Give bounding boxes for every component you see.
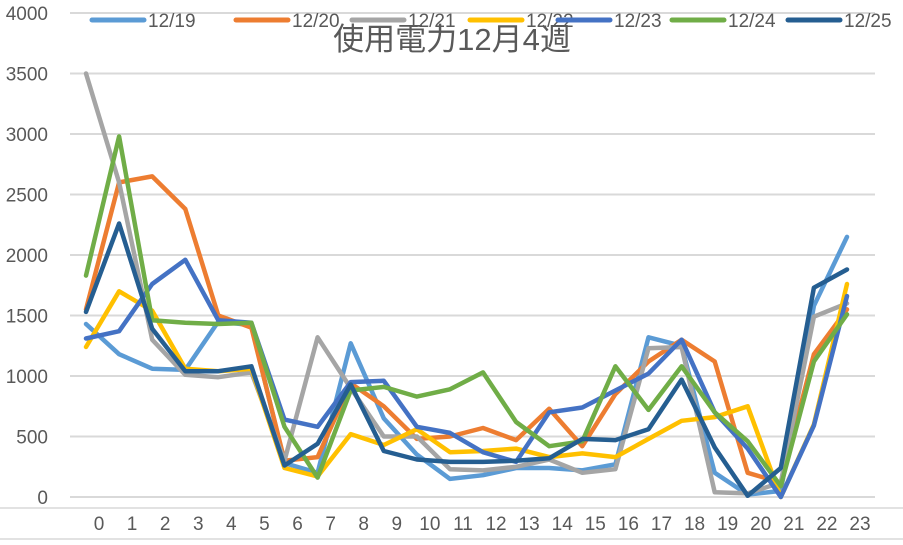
legend-label: 12/23 [614, 11, 662, 32]
x-tick-label: 23 [849, 514, 870, 535]
y-tick-label: 500 [16, 428, 48, 449]
legend-label: 12/20 [292, 11, 340, 32]
legend-item: 12/20 [233, 11, 340, 32]
series-line-12-24 [83, 134, 850, 489]
x-tick-label: 3 [193, 514, 204, 535]
y-tick-label: 3500 [6, 65, 48, 86]
legend: 12/19 12/20 12/21 12/22 12/23 12/24 12/25 [89, 11, 892, 32]
x-tick-label: 16 [618, 514, 639, 535]
legend-label: 12/21 [408, 11, 456, 32]
x-tick-label: 22 [816, 514, 837, 535]
x-tick-label: 5 [259, 514, 270, 535]
legend-item: 12/22 [467, 11, 574, 32]
x-tick-label: 19 [717, 514, 738, 535]
y-tick-label: 3000 [6, 125, 48, 146]
legend-label: 12/22 [526, 11, 574, 32]
x-tick-label: 1 [127, 514, 138, 535]
x-tick-label: 4 [226, 514, 237, 535]
chart-title: 使用電力12月4週 [333, 22, 571, 57]
legend-item: 12/25 [785, 11, 892, 32]
legend-item: 12/24 [669, 11, 776, 32]
x-axis: 0 1 2 3 4 5 6 7 8 9 10 11 12 13 14 15 16 17 18 19 20 21 22 23 [94, 514, 871, 535]
x-tick-label: 11 [453, 514, 473, 535]
legend-label: 12/24 [728, 11, 776, 32]
x-tick-label: 12 [485, 514, 506, 535]
x-tick-label: 20 [750, 514, 771, 535]
series-line-12-25 [83, 221, 850, 499]
x-tick-label: 13 [519, 514, 540, 535]
y-tick-label: 0 [37, 488, 48, 509]
y-tick-label: 2000 [6, 246, 48, 267]
x-tick-label: 6 [292, 514, 303, 535]
legend-item: 12/19 [89, 11, 196, 32]
y-tick-label: 1000 [6, 367, 48, 388]
x-tick-label: 15 [585, 514, 606, 535]
legend-item: 12/21 [349, 11, 456, 32]
x-tick-label: 0 [94, 514, 105, 535]
y-axis: 0 500 1000 1500 2000 2500 3000 3500 4000 [6, 4, 48, 509]
x-tick-label: 10 [419, 514, 440, 535]
series-line-12-21 [83, 71, 850, 496]
x-tick-label: 18 [684, 514, 705, 535]
x-tick-label: 8 [358, 514, 369, 535]
y-tick-label: 2500 [6, 186, 48, 207]
plot-area [83, 71, 850, 500]
x-tick-label: 17 [651, 514, 672, 535]
legend-label: 12/19 [148, 11, 196, 32]
series-line-12-19 [83, 234, 850, 497]
x-tick-label: 7 [325, 514, 336, 535]
series-line-12-20 [83, 174, 850, 485]
x-tick-label: 14 [552, 514, 574, 535]
x-tick-label: 21 [783, 514, 804, 535]
legend-item: 12/23 [555, 11, 662, 32]
x-tick-label: 2 [160, 514, 171, 535]
y-tick-label: 1500 [6, 307, 48, 328]
x-tick-label: 9 [391, 514, 402, 535]
legend-label: 12/25 [844, 11, 892, 32]
y-tick-label: 4000 [6, 4, 48, 25]
